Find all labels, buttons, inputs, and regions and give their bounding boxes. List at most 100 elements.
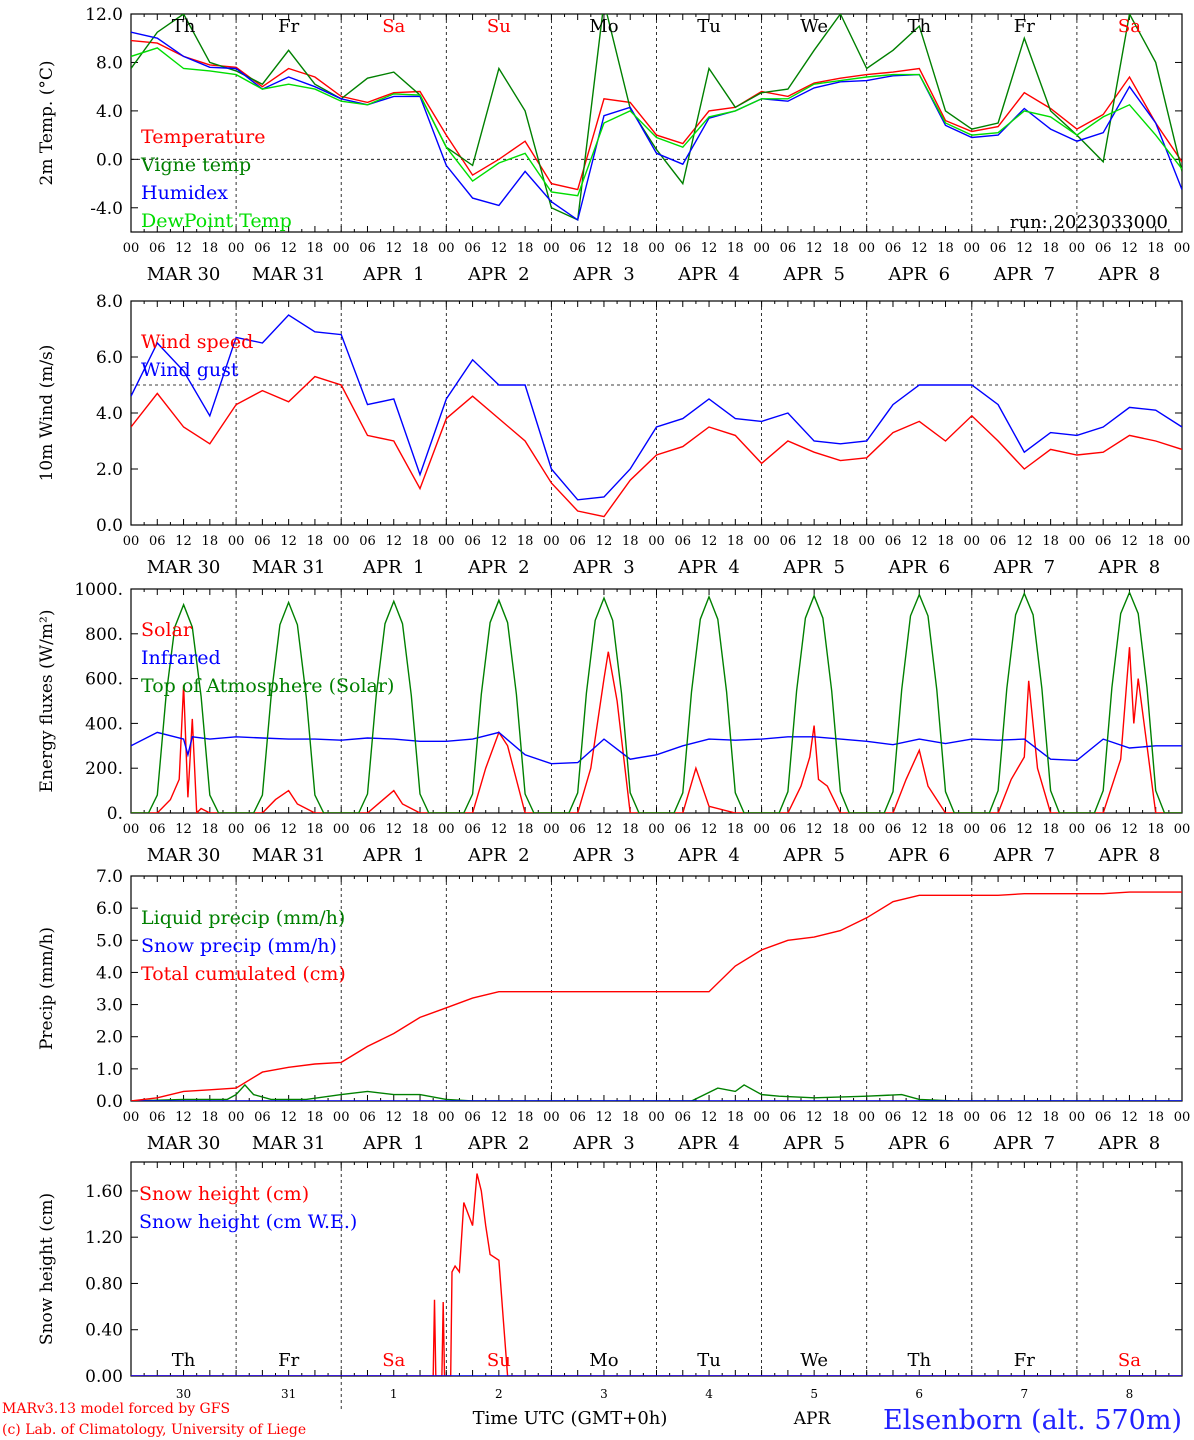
hour-tick-label: 12 [1016, 534, 1033, 549]
month-label: APR [793, 1409, 832, 1429]
date-label: APR 4 [677, 264, 740, 285]
date-label: APR 4 [677, 845, 740, 866]
date-label: APR 5 [782, 845, 845, 866]
hour-tick-label: 12 [596, 1110, 613, 1125]
hour-tick-label: 12 [385, 241, 402, 256]
day-number-label: 5 [810, 1387, 818, 1401]
hour-tick-label: 12 [701, 1110, 718, 1125]
hour-tick-label: 12 [280, 534, 297, 549]
date-label: MAR 30 [147, 1133, 221, 1154]
hour-tick-label: 06 [885, 822, 902, 837]
hour-tick-label: 12 [911, 822, 928, 837]
hour-tick-label: 06 [885, 241, 902, 256]
hour-tick-label: 00 [648, 534, 665, 549]
y-tick-label: 0.80 [85, 1274, 123, 1294]
y-tick-label: 7.0 [96, 867, 123, 887]
hour-tick-label: 18 [727, 822, 744, 837]
y-tick-label: 8.0 [96, 292, 123, 312]
hour-tick-label: 06 [885, 1110, 902, 1125]
hour-tick-label: 00 [333, 822, 350, 837]
weekday-label: Fr [278, 1350, 299, 1371]
hour-tick-label: 12 [701, 534, 718, 549]
weekday-label: Sa [1118, 16, 1141, 37]
hour-tick-label: 06 [359, 241, 376, 256]
hour-tick-label: 18 [307, 822, 324, 837]
hour-tick-label: 06 [569, 1110, 586, 1125]
hour-tick-label: 00 [438, 822, 455, 837]
hour-tick-label: 00 [228, 822, 245, 837]
hour-tick-label: 00 [858, 822, 875, 837]
day-number-label: 30 [176, 1387, 191, 1401]
hour-tick-label: 12 [1121, 534, 1138, 549]
date-label: APR 1 [362, 264, 425, 285]
hour-tick-label: 18 [202, 1110, 219, 1125]
hour-tick-label: 00 [1174, 534, 1191, 549]
hour-tick-label: 06 [254, 822, 271, 837]
day-number-label: 8 [1126, 1387, 1134, 1401]
hour-tick-label: 18 [937, 822, 954, 837]
legend-entry: Temperature [141, 126, 265, 148]
date-label: APR 8 [1098, 1133, 1161, 1154]
hour-tick-label: 12 [385, 1110, 402, 1125]
chart-panel-4: 7.0 6.0 5.0 4.0 3.0 2.0 1.0 0.0 Precip (mm/h) Liq… [37, 867, 1190, 1154]
hour-tick-label: 06 [1095, 241, 1112, 256]
y-tick-label: 3.0 [96, 996, 123, 1016]
y-tick-label: 2.0 [96, 460, 123, 480]
weekday-label: Sa [382, 1350, 405, 1371]
date-label: APR 2 [467, 264, 530, 285]
series-line [131, 314, 1182, 501]
hour-tick-label: 12 [491, 534, 508, 549]
run-label: run: 2023033000 [1010, 212, 1168, 233]
day-number-label: 31 [281, 1387, 296, 1401]
hour-tick-label: 06 [675, 241, 692, 256]
chart-panel-2: 8.0 6.0 4.0 2.0 0.0 10m Wind (m/s) Wind speed W… [37, 292, 1190, 578]
hour-tick-label: 12 [1016, 1110, 1033, 1125]
hour-tick-label: 12 [911, 241, 928, 256]
date-label: APR 6 [887, 1133, 950, 1154]
hour-tick-label: 12 [1121, 822, 1138, 837]
hour-tick-label: 18 [1147, 534, 1164, 549]
y-tick-label: 5.0 [96, 931, 123, 951]
date-label: APR 1 [362, 1133, 425, 1154]
hour-tick-label: 12 [491, 1110, 508, 1125]
credit-line-1: MARv3.13 model forced by GFS [2, 1401, 230, 1417]
hour-tick-label: 00 [438, 241, 455, 256]
hour-tick-label: 00 [438, 534, 455, 549]
hour-tick-label: 06 [359, 822, 376, 837]
date-label: APR 7 [993, 1133, 1056, 1154]
hour-tick-label: 00 [858, 241, 875, 256]
hour-tick-label: 06 [885, 534, 902, 549]
hour-tick-label: 18 [202, 241, 219, 256]
hour-tick-label: 00 [333, 534, 350, 549]
hour-tick-label: 00 [543, 1110, 560, 1125]
hour-tick-label: 00 [123, 534, 140, 549]
hour-tick-label: 12 [491, 822, 508, 837]
legend-entry: Total cumulated (cm) [141, 963, 346, 985]
hour-tick-label: 00 [858, 1110, 875, 1125]
hour-tick-label: 12 [806, 534, 823, 549]
hour-tick-label: 06 [780, 241, 797, 256]
hour-tick-label: 18 [202, 822, 219, 837]
hour-tick-label: 12 [385, 534, 402, 549]
hour-tick-label: 18 [622, 534, 639, 549]
hour-tick-label: 06 [1095, 534, 1112, 549]
hour-tick-label: 18 [307, 241, 324, 256]
hour-tick-label: 18 [622, 822, 639, 837]
hour-tick-label: 00 [964, 241, 981, 256]
date-label: APR 3 [572, 264, 635, 285]
hour-tick-label: 00 [228, 1110, 245, 1125]
y-tick-label: 1.20 [85, 1228, 123, 1248]
hour-tick-label: 06 [780, 1110, 797, 1125]
date-label: MAR 31 [252, 845, 326, 866]
day-number-label: 7 [1021, 1387, 1029, 1401]
hour-tick-label: 18 [517, 1110, 534, 1125]
date-label: MAR 31 [252, 557, 326, 578]
hour-tick-label: 18 [727, 241, 744, 256]
series-line [131, 590, 1182, 813]
weekday-label: Th [907, 1350, 931, 1371]
hour-tick-label: 06 [359, 534, 376, 549]
hour-tick-label: 12 [911, 1110, 928, 1125]
date-label: APR 2 [467, 1133, 530, 1154]
y-tick-label: 600. [85, 670, 123, 690]
y-tick-label: 0.0 [96, 1092, 123, 1112]
